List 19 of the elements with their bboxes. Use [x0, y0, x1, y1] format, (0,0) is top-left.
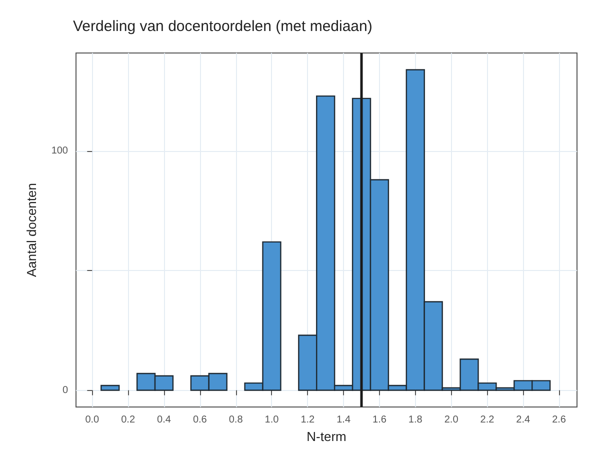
- x-tick-label: 1.8: [408, 414, 423, 426]
- x-tick-label: 0.8: [228, 414, 244, 426]
- chart-title: Verdeling van docentoordelen (met mediaan): [73, 18, 372, 35]
- x-tick-label: 2.4: [516, 414, 531, 426]
- x-tick-label: 1.0: [264, 414, 280, 426]
- x-tick-label: 0.0: [85, 414, 100, 426]
- x-tick-label: 0.4: [157, 414, 172, 426]
- x-tick-label: 0.2: [121, 414, 136, 426]
- x-tick-label: 0.6: [192, 414, 208, 426]
- x-tick-label: 1.2: [300, 414, 316, 426]
- x-tick-label: 2.2: [480, 414, 495, 426]
- x-tick-label: 1.4: [336, 414, 351, 426]
- y-axis-title: Aantal docenten: [24, 183, 39, 277]
- y-tick-label: 0: [62, 384, 68, 396]
- y-tick-label: 100: [51, 146, 68, 157]
- x-tick-label: 2.6: [552, 414, 566, 426]
- x-tick-label: 1.6: [372, 414, 387, 426]
- x-axis-title: N-term: [306, 428, 346, 444]
- x-tick-label: 2.0: [444, 414, 459, 426]
